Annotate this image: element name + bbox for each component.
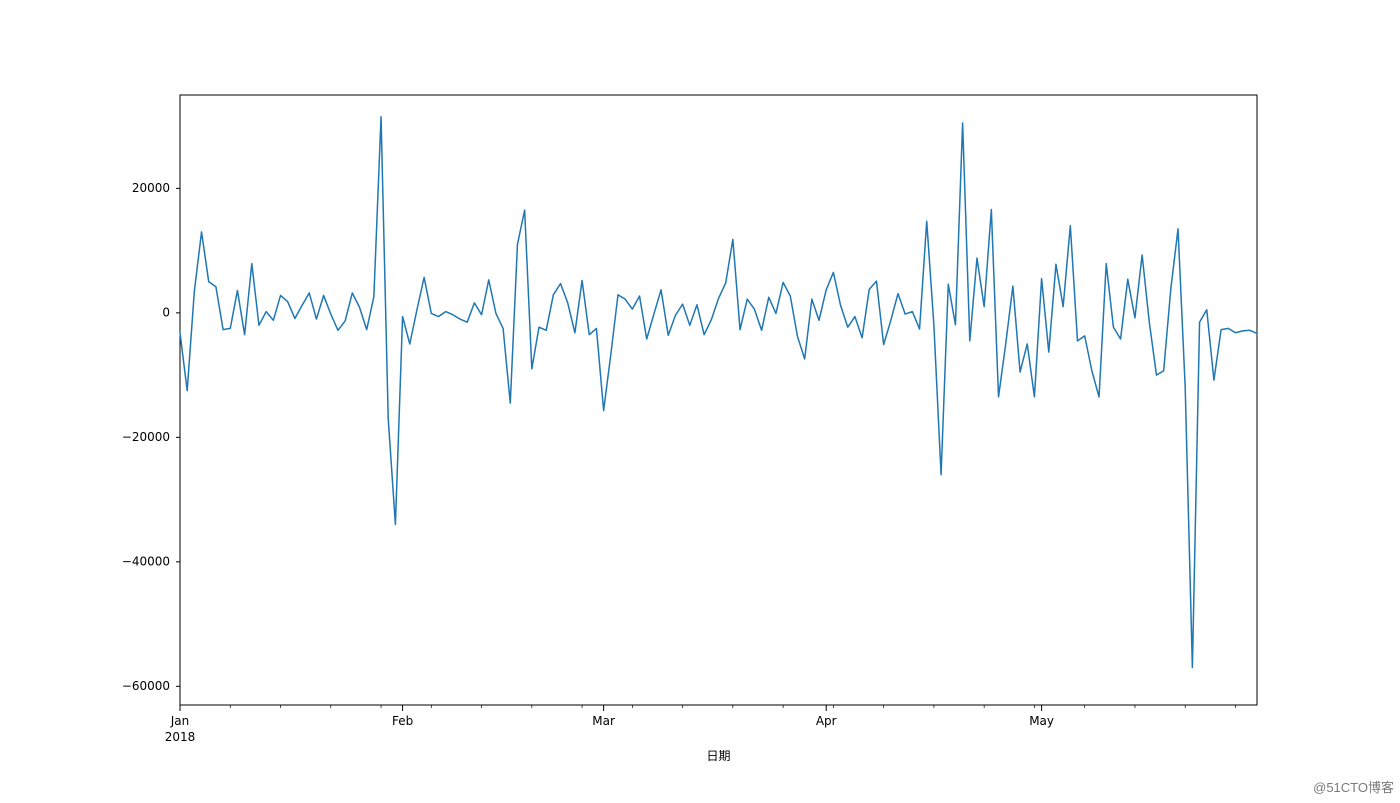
- y-tick-label: −20000: [122, 430, 170, 444]
- x-tick-label: Apr: [816, 714, 837, 728]
- y-tick-label: −40000: [122, 554, 170, 568]
- y-tick-label: 0: [162, 305, 170, 319]
- y-tick-label: 20000: [132, 181, 170, 195]
- x-secondary-label: 2018: [165, 730, 196, 744]
- x-tick-label: May: [1029, 714, 1054, 728]
- line-chart: −60000 −40000 −20000 0 20000 Jan Feb Mar Apr May 2…: [0, 0, 1400, 800]
- x-tick-label: Feb: [392, 714, 413, 728]
- x-tick-label: Jan: [170, 714, 190, 728]
- y-tick-label: −60000: [122, 679, 170, 693]
- x-axis-label: 日期: [706, 749, 730, 763]
- x-tick-label: Mar: [592, 714, 615, 728]
- chart-svg: −60000 −40000 −20000 0 20000 Jan Feb Mar Apr May 2…: [0, 0, 1400, 800]
- watermark-label: @51CTO博客: [1313, 777, 1394, 796]
- chart-background: [0, 0, 1400, 800]
